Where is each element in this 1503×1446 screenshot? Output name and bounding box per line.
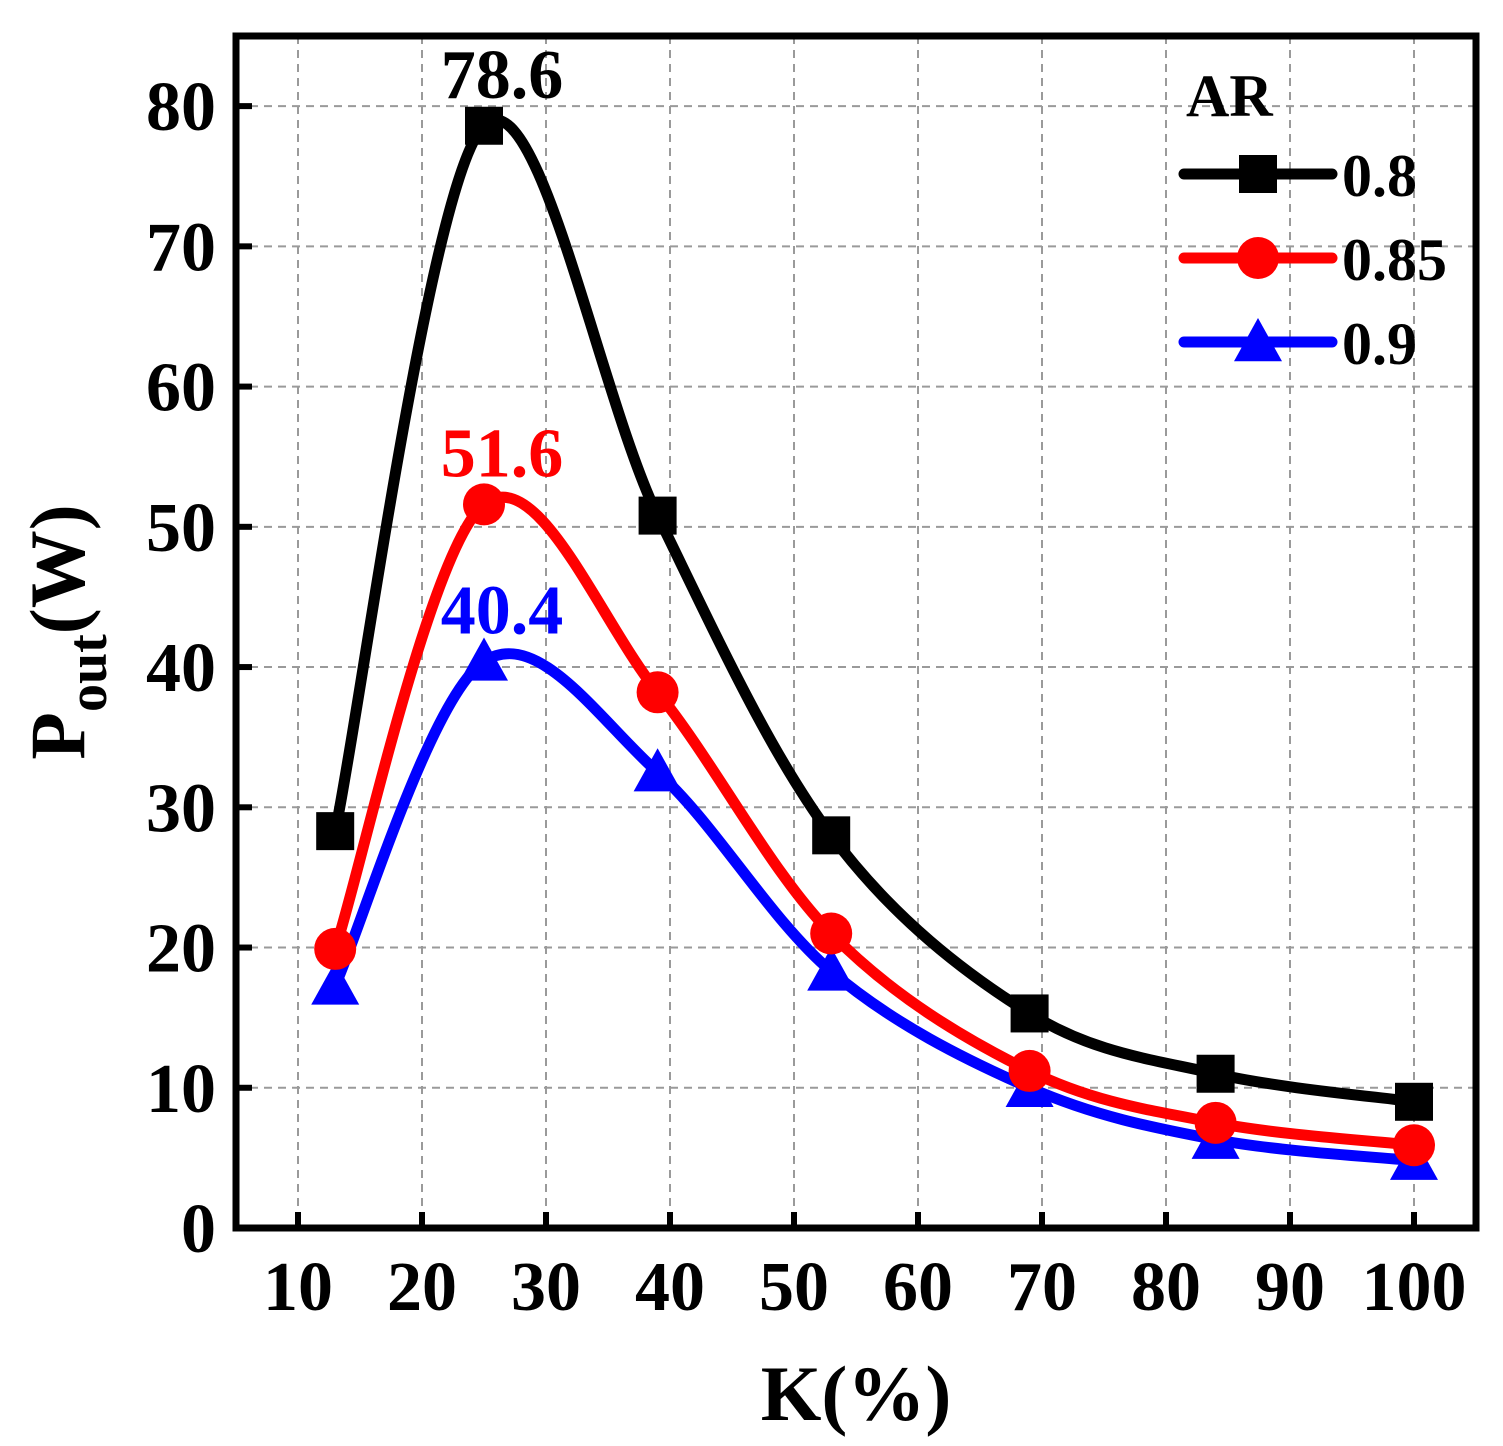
data-point-marker [1194, 1101, 1237, 1144]
data-point-marker [1196, 1054, 1235, 1093]
x-tick-label: 60 [883, 1249, 953, 1326]
peak-labels: 40.4 51.6 78.6 [441, 37, 564, 650]
legend-marker [1234, 318, 1282, 362]
x-tick-label: 10 [263, 1249, 333, 1326]
data-point-marker [1393, 1124, 1435, 1167]
legend-item-0.9: 0.9 [1178, 311, 1417, 377]
data-point-marker [636, 671, 679, 714]
x-tick-label: 30 [511, 1249, 581, 1326]
y-axis-title-main: P [14, 712, 101, 760]
plot-frame [232, 32, 1480, 1232]
legend-label: 0.8 [1342, 143, 1417, 209]
tick-labels: 10 20 30 40 50 60 70 80 90 100 0 10 20 30 40 50 60 70 80 [146, 69, 1467, 1326]
data-point-marker [1395, 1082, 1433, 1121]
data-point-marker [460, 637, 508, 681]
y-tick-label: 40 [146, 630, 216, 707]
data-point-marker [810, 912, 853, 955]
series-0.8 [316, 106, 1433, 1121]
data-point-marker [633, 748, 682, 792]
data-point-marker [465, 106, 503, 145]
series-0.9 [311, 637, 1438, 1180]
data-point-marker [1008, 1049, 1051, 1092]
x-tick-label: 100 [1362, 1249, 1467, 1326]
data-point-marker [1010, 994, 1049, 1033]
y-tick-label: 30 [146, 770, 216, 847]
x-tick-label: 40 [635, 1249, 705, 1326]
x-tick-label: 50 [759, 1249, 829, 1326]
data-point-marker [812, 816, 851, 855]
data-point-marker [463, 483, 505, 526]
x-tick-label: 90 [1255, 1249, 1325, 1326]
y-tick-label: 50 [146, 490, 216, 567]
series-line [329, 114, 1420, 1108]
peak-value-label: 51.6 [441, 415, 564, 492]
data-point-marker [311, 961, 360, 1005]
legend-item-0.85: 0.85 [1178, 227, 1447, 293]
y-axis-title-subscript: out [57, 634, 119, 712]
y-axis-title-unit: (W) [14, 504, 101, 634]
x-axis-title: K(%) [761, 1350, 952, 1437]
x-tick-label: 20 [387, 1249, 457, 1326]
legend-item-0.8: 0.8 [1178, 143, 1417, 209]
y-tick-label: 20 [146, 911, 216, 988]
legend-marker [1239, 155, 1277, 193]
y-axis-title: Pout(W) [14, 504, 119, 759]
data-point-marker [807, 947, 856, 991]
data-point-marker [638, 496, 677, 535]
y-tick-label: 0 [181, 1191, 216, 1268]
y-tick-label: 70 [146, 209, 216, 286]
legend-title: AR [1186, 63, 1273, 129]
y-tick-label: 80 [146, 69, 216, 146]
y-tick-label: 60 [146, 350, 216, 427]
series-0.85 [314, 483, 1435, 1167]
peak-value-label: 78.6 [441, 37, 564, 114]
peak-value-label: 40.4 [441, 572, 564, 649]
ticks [236, 103, 1417, 1231]
y-tick-label: 10 [146, 1051, 216, 1128]
x-tick-label: 70 [1007, 1249, 1077, 1326]
x-tick-label: 80 [1131, 1249, 1201, 1326]
legend-marker [1237, 237, 1279, 279]
legend: AR 0.8 0.85 0.9 [1178, 63, 1447, 377]
data-point-marker [316, 812, 355, 851]
legend-label: 0.85 [1342, 227, 1447, 293]
series-layer [311, 106, 1438, 1180]
legend-label: 0.9 [1342, 311, 1417, 377]
data-point-marker [314, 927, 357, 970]
